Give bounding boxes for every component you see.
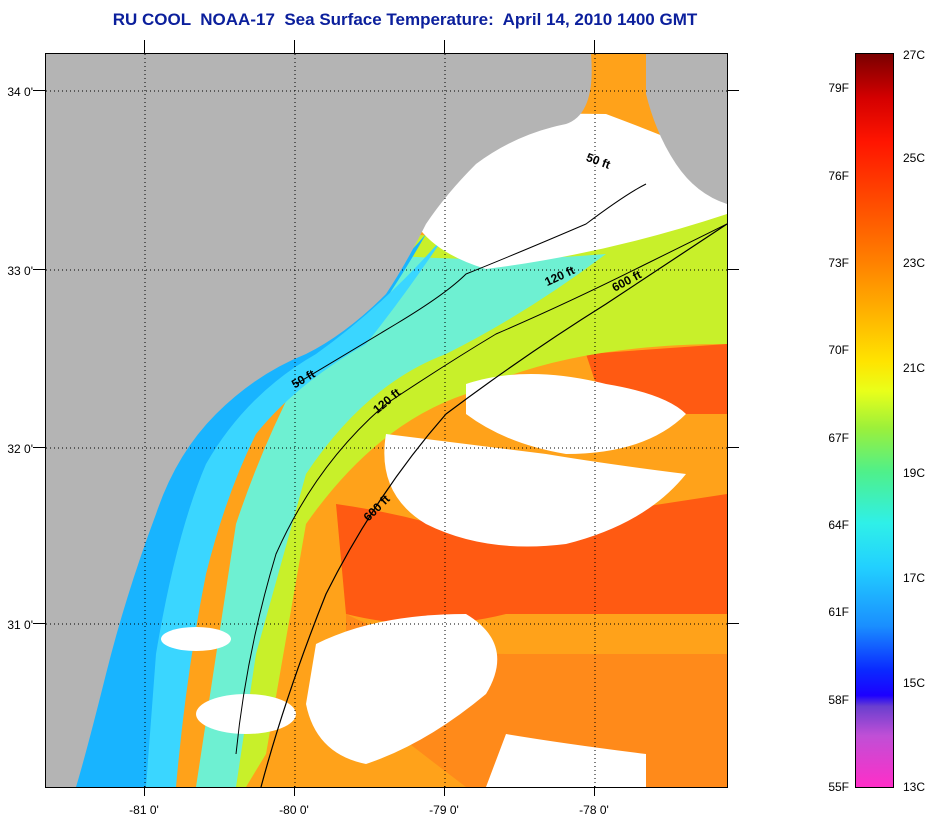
cloud-patch-west (161, 627, 231, 651)
x-tick (444, 786, 445, 796)
colorbar-f-label: 73F (828, 256, 849, 270)
colorbar-c-label: 13C (903, 780, 926, 794)
graticule (46, 54, 727, 787)
land (46, 54, 592, 787)
colorbar-c-label: 17C (903, 571, 926, 585)
colorbar-c-label: 19C (903, 466, 926, 480)
x-tick (144, 40, 145, 53)
colorbar-f-label: 55F (828, 780, 849, 794)
y-tick (727, 623, 739, 624)
cloud-mid (466, 374, 686, 454)
colorbar-c-label: 15C (903, 676, 926, 690)
y-tick (727, 447, 739, 448)
colorbar-c-label: 23C (903, 256, 926, 270)
lat-label: 33 0' (7, 264, 33, 278)
map-title: RU COOL NOAA-17 Sea Surface Temperature:… (112, 10, 698, 29)
contour-120ft (235, 223, 727, 755)
y-tick (33, 623, 45, 624)
colorbar-f-label: 79F (828, 81, 849, 95)
colorbar-f-label: 76F (828, 169, 849, 183)
lon-label: -81 0' (129, 803, 159, 817)
colorbar-f-label: 67F (828, 431, 849, 445)
lon-label: -79 0' (429, 803, 459, 817)
sst-map[interactable]: 50 ft 50 ft 120 ft 120 ft 600 ft 600 ft (45, 53, 728, 788)
y-tick (33, 447, 45, 448)
x-tick (294, 786, 295, 796)
colorbar-f-label: 58F (828, 693, 849, 707)
lon-label: -80 0' (279, 803, 309, 817)
lat-label: 34 0' (7, 85, 33, 99)
cloud-south (306, 614, 498, 764)
y-tick (33, 269, 45, 270)
x-tick (594, 786, 595, 796)
colorbar-f-label: 70F (828, 343, 849, 357)
y-tick (727, 269, 739, 270)
colorbar-c-label: 21C (903, 361, 926, 375)
x-tick (294, 40, 295, 53)
colorbar-c-label: 25C (903, 151, 926, 165)
colorbar-f-label: 64F (828, 518, 849, 532)
contour-600ft (260, 223, 727, 787)
mid-shelf-water (146, 234, 446, 787)
x-tick (444, 40, 445, 53)
y-tick (727, 90, 739, 91)
lat-label: 32 0' (7, 442, 33, 456)
contour-50ft (295, 183, 647, 385)
cloud-patch-southwest (196, 694, 296, 734)
lon-label: -78 0' (579, 803, 609, 817)
sst-field (46, 54, 727, 787)
y-tick (33, 90, 45, 91)
colorbar-c-label: 27C (903, 48, 926, 62)
x-tick (144, 786, 145, 796)
colorbar-f-label: 61F (828, 605, 849, 619)
temperature-colorbar (855, 53, 894, 788)
lat-label: 31 0' (7, 618, 33, 632)
x-tick (594, 40, 595, 53)
cloud-south-edge (486, 734, 646, 787)
cloud-band (384, 434, 686, 547)
